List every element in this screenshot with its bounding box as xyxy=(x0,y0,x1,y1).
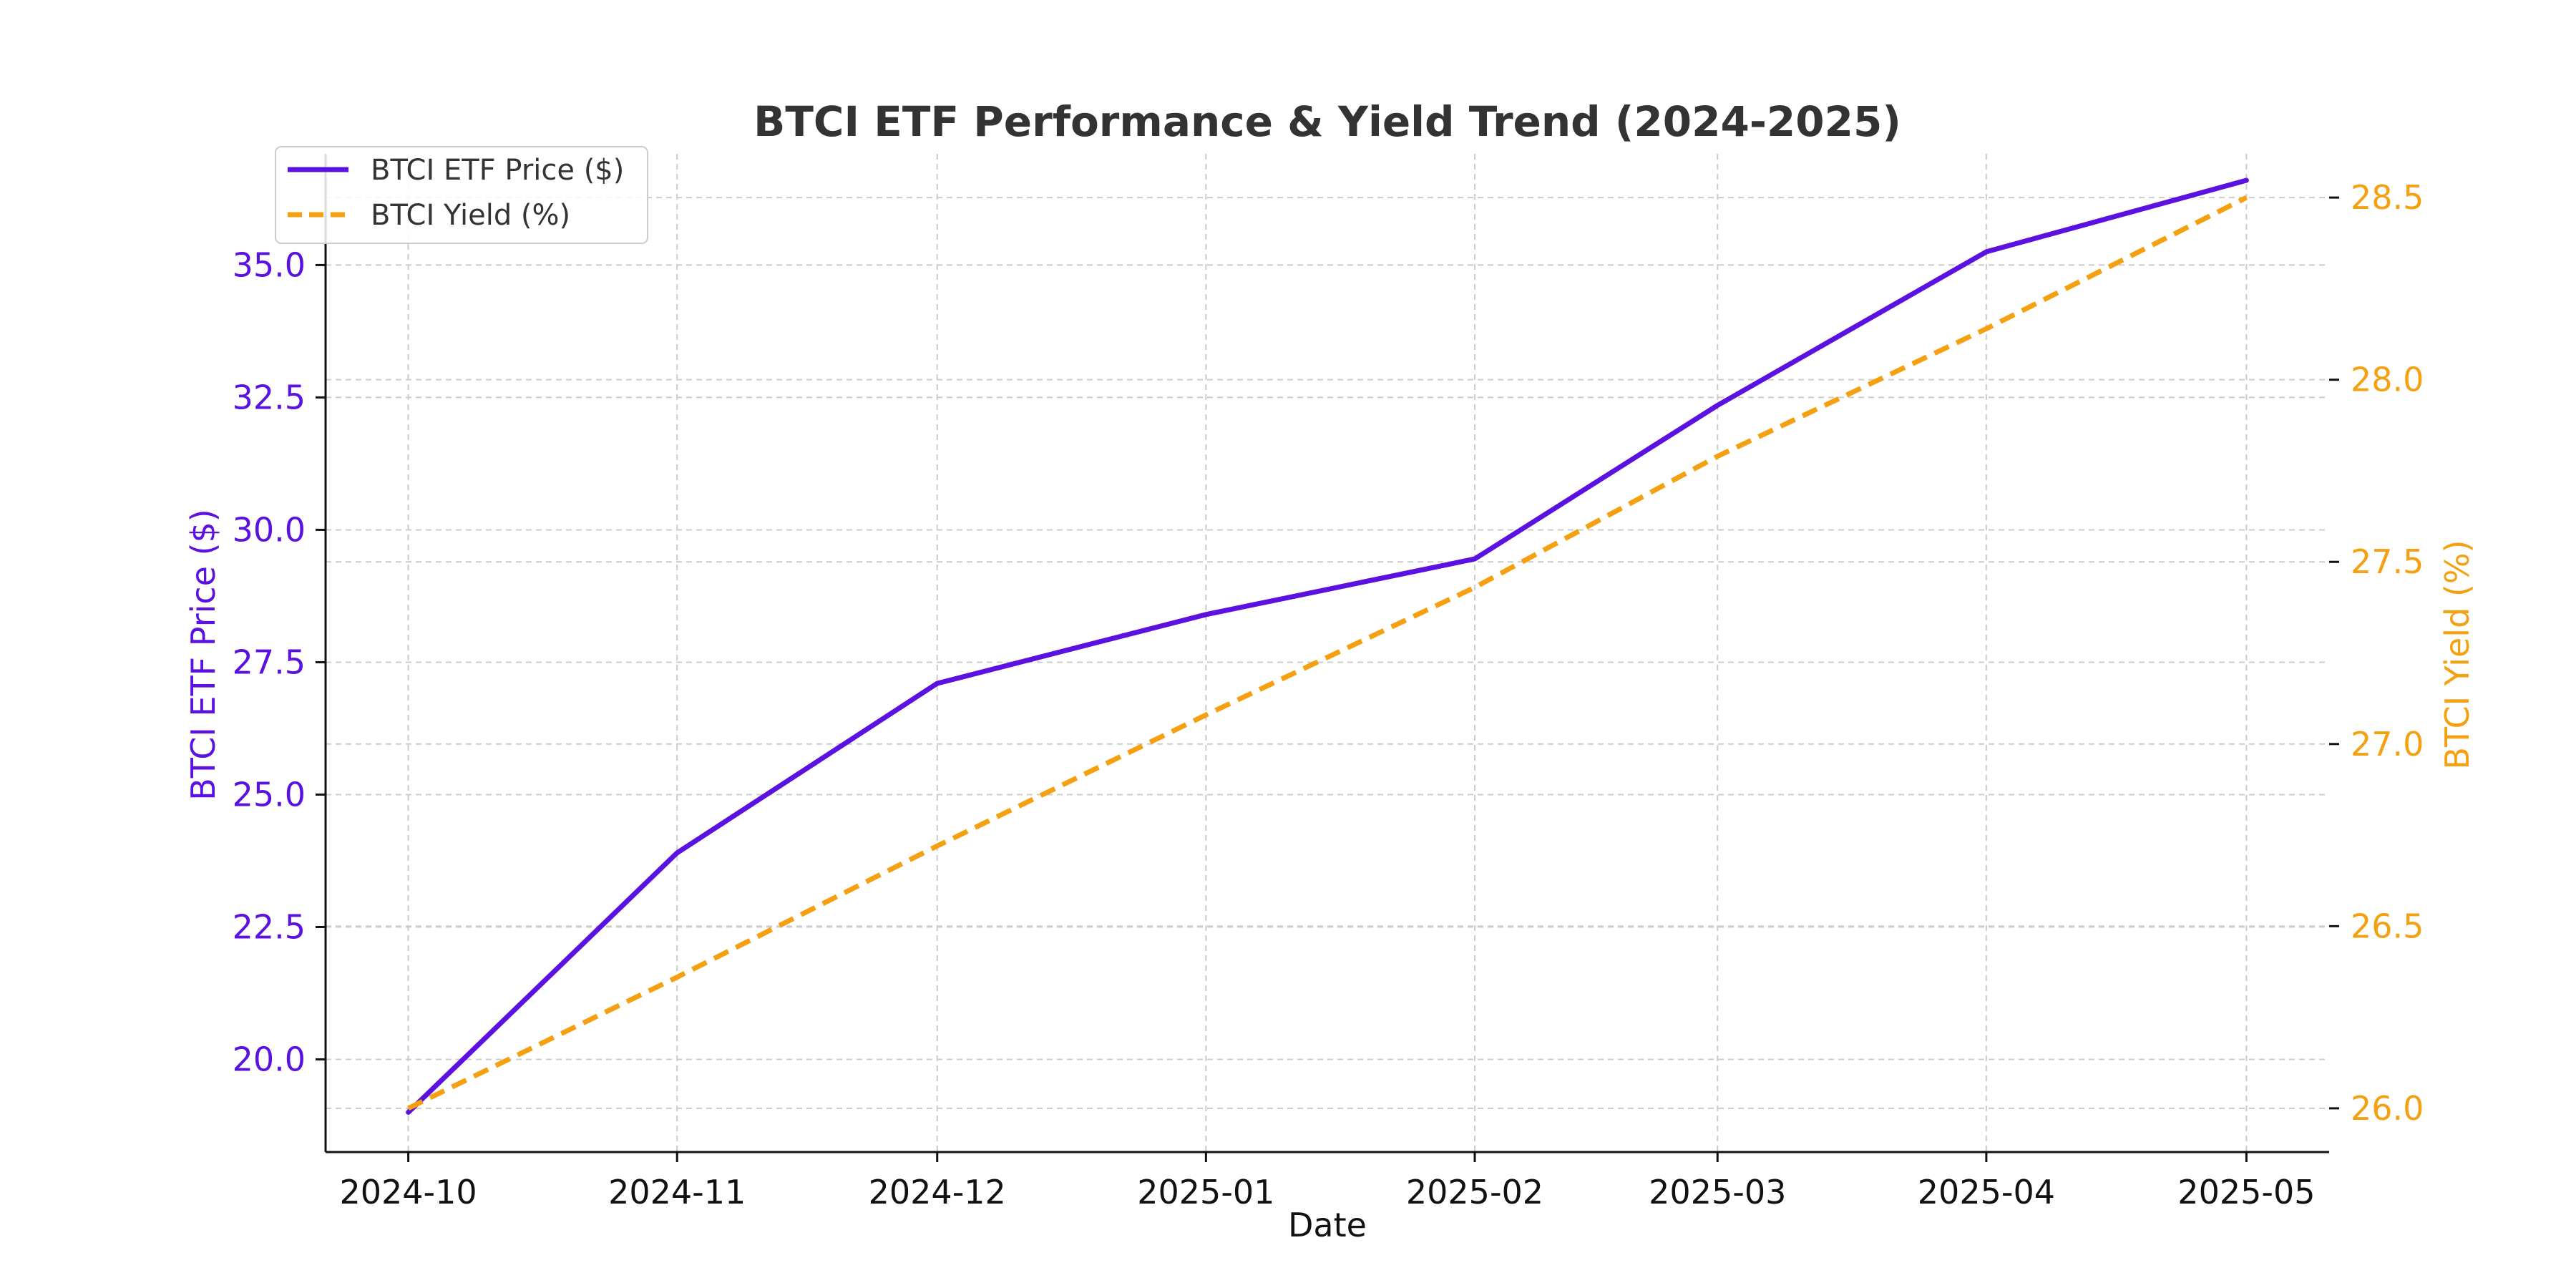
y-left-tick-label: 32.5 xyxy=(233,378,306,416)
x-tick-label: 2024-12 xyxy=(869,1173,1006,1211)
legend-box xyxy=(275,146,648,244)
legend: BTCI ETF Price ($) BTCI Yield (%) xyxy=(275,146,648,244)
y-axis-left-label: BTCI ETF Price ($) xyxy=(184,509,223,801)
y-left-tick-label: 25.0 xyxy=(233,775,306,814)
series-line-price xyxy=(406,177,2249,1115)
x-tick-label: 2025-02 xyxy=(1406,1173,1543,1211)
grid xyxy=(326,154,2329,1152)
x-axis-label: Date xyxy=(1288,1206,1367,1244)
chart-title: BTCI ETF Performance & Yield Trend (2024… xyxy=(753,97,1901,146)
series xyxy=(406,177,2249,1115)
y-right-tick-label: 28.5 xyxy=(2351,178,2424,217)
y-left-tick-label: 35.0 xyxy=(233,245,306,284)
legend-label-yield: BTCI Yield (%) xyxy=(371,199,570,232)
tick-labels: 2024-10 2024-11 2024-12 2025-01 2025-02 2025-… xyxy=(233,178,2424,1211)
y-left-tick-label: 20.0 xyxy=(233,1040,306,1078)
x-tick-label: 2025-03 xyxy=(1649,1173,1786,1211)
x-tick-label: 2025-05 xyxy=(2177,1173,2315,1211)
x-tick-label: 2025-04 xyxy=(1918,1173,2055,1211)
y-left-tick-label: 30.0 xyxy=(233,510,306,549)
y-right-tick-label: 26.5 xyxy=(2351,907,2424,945)
axes xyxy=(316,154,2339,1162)
x-tick-label: 2024-11 xyxy=(608,1173,746,1211)
legend-label-price: BTCI ETF Price ($) xyxy=(371,154,624,187)
x-tick-label: 2025-01 xyxy=(1137,1173,1274,1211)
y-left-tick-label: 22.5 xyxy=(233,907,306,946)
series-line-yield xyxy=(407,195,2248,1111)
y-right-tick-label: 27.5 xyxy=(2351,542,2424,581)
y-right-tick-label: 28.0 xyxy=(2351,361,2424,399)
y-right-tick-label: 26.0 xyxy=(2351,1089,2424,1128)
y-right-tick-label: 27.0 xyxy=(2351,725,2424,763)
y-left-tick-label: 27.5 xyxy=(233,643,306,681)
y-axis-right-label: BTCI Yield (%) xyxy=(2438,540,2477,769)
x-tick-label: 2024-10 xyxy=(339,1173,477,1211)
